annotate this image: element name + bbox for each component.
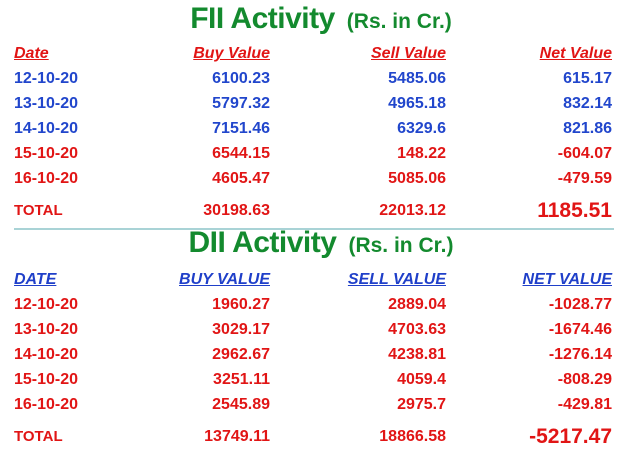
dii-header-sell: SELL VALUE bbox=[347, 271, 446, 288]
fii-row-net: 821.86 bbox=[563, 120, 612, 137]
dii-section-title: DII Activity (Rs. in Cr.) bbox=[0, 226, 642, 260]
dii-row-net: -1674.46 bbox=[548, 321, 612, 338]
fii-row-sell: 148.22 bbox=[397, 145, 446, 162]
fii-header-row: Date Buy Value Sell Value Net Value bbox=[0, 42, 642, 66]
dii-row-buy: 1960.27 bbox=[212, 296, 270, 313]
fii-row-date: 16-10-20 bbox=[14, 170, 79, 187]
fii-row-sell: 5085.06 bbox=[388, 170, 446, 187]
fii-total-net: 1185.51 bbox=[537, 199, 612, 222]
dii-row-net: -808.29 bbox=[557, 371, 612, 388]
fii-header-date: Date bbox=[14, 45, 49, 62]
fii-total-row: TOTAL 30198.63 22013.12 1185.51 bbox=[0, 196, 642, 226]
fii-row-sell: 5485.06 bbox=[388, 70, 446, 87]
fii-table-row: 16-10-20 4605.47 5085.06 -479.59 bbox=[0, 167, 642, 191]
dii-row-sell: 4238.81 bbox=[388, 346, 446, 363]
fii-row-net: -479.59 bbox=[557, 170, 612, 187]
dii-row-sell: 4703.63 bbox=[388, 321, 446, 338]
dii-table-row: 14-10-20 2962.67 4238.81 -1276.14 bbox=[0, 343, 642, 367]
fii-row-date: 12-10-20 bbox=[14, 70, 79, 87]
dii-table-row: 16-10-20 2545.89 2975.7 -429.81 bbox=[0, 393, 642, 417]
fii-header-sell: Sell Value bbox=[371, 45, 446, 62]
dii-row-date: 13-10-20 bbox=[14, 321, 79, 338]
dii-row-net: -1028.77 bbox=[548, 296, 612, 313]
fii-section-title: FII Activity (Rs. in Cr.) bbox=[0, 2, 642, 36]
dii-table-row: 13-10-20 3029.17 4703.63 -1674.46 bbox=[0, 318, 642, 342]
dii-row-buy: 2962.67 bbox=[212, 346, 270, 363]
fii-row-net: -604.07 bbox=[557, 145, 612, 162]
fii-table-row: 14-10-20 7151.46 6329.6 821.86 bbox=[0, 117, 642, 141]
fii-row-buy: 5797.32 bbox=[212, 95, 270, 112]
fii-row-buy: 7151.46 bbox=[212, 120, 270, 137]
fii-row-sell: 4965.18 bbox=[388, 95, 446, 112]
dii-total-row: TOTAL 13749.11 18866.58 -5217.47 bbox=[0, 422, 642, 452]
dii-total-sell: 18866.58 bbox=[379, 428, 446, 445]
fii-row-date: 13-10-20 bbox=[14, 95, 79, 112]
dii-header-date: DATE bbox=[14, 271, 57, 288]
dii-row-date: 15-10-20 bbox=[14, 371, 79, 388]
dii-row-buy: 2545.89 bbox=[212, 396, 270, 413]
dii-total-buy: 13749.11 bbox=[204, 428, 270, 445]
dii-header-buy: BUY VALUE bbox=[179, 271, 270, 288]
dii-row-buy: 3029.17 bbox=[212, 321, 270, 338]
fii-row-date: 15-10-20 bbox=[14, 145, 79, 162]
dii-row-buy: 3251.11 bbox=[213, 371, 270, 388]
dii-title: DII Activity bbox=[188, 226, 337, 259]
dii-row-sell: 2975.7 bbox=[397, 396, 446, 413]
dii-row-net: -1276.14 bbox=[548, 346, 612, 363]
fii-row-net: 615.17 bbox=[563, 70, 612, 87]
dii-row-sell: 2889.04 bbox=[388, 296, 446, 313]
fii-row-sell: 6329.6 bbox=[397, 120, 446, 137]
dii-total-net: -5217.47 bbox=[529, 425, 612, 448]
section-divider bbox=[14, 228, 614, 230]
fii-row-buy: 4605.47 bbox=[212, 170, 270, 187]
fii-row-net: 832.14 bbox=[563, 95, 612, 112]
fii-header-net: Net Value bbox=[539, 45, 612, 62]
fii-title: FII Activity bbox=[190, 2, 335, 35]
fii-table-row: 13-10-20 5797.32 4965.18 832.14 bbox=[0, 92, 642, 116]
dii-row-sell: 4059.4 bbox=[397, 371, 446, 388]
dii-table-row: 15-10-20 3251.11 4059.4 -808.29 bbox=[0, 368, 642, 392]
dii-header-row: DATE BUY VALUE SELL VALUE NET VALUE bbox=[0, 268, 642, 292]
dii-table-row: 12-10-20 1960.27 2889.04 -1028.77 bbox=[0, 293, 642, 317]
fii-total-label: TOTAL bbox=[14, 202, 63, 219]
fii-row-buy: 6100.23 bbox=[212, 70, 270, 87]
dii-row-date: 12-10-20 bbox=[14, 296, 79, 313]
dii-row-net: -429.81 bbox=[557, 396, 612, 413]
fii-row-date: 14-10-20 bbox=[14, 120, 79, 137]
dii-row-date: 14-10-20 bbox=[14, 346, 79, 363]
dii-total-label: TOTAL bbox=[14, 428, 63, 445]
fii-table-row: 12-10-20 6100.23 5485.06 615.17 bbox=[0, 67, 642, 91]
fii-header-buy: Buy Value bbox=[193, 45, 270, 62]
fii-unit: (Rs. in Cr.) bbox=[346, 10, 452, 33]
dii-row-date: 16-10-20 bbox=[14, 396, 79, 413]
fii-table-row: 15-10-20 6544.15 148.22 -604.07 bbox=[0, 142, 642, 166]
fii-row-buy: 6544.15 bbox=[212, 145, 270, 162]
dii-unit: (Rs. in Cr.) bbox=[348, 234, 454, 257]
dii-header-net: NET VALUE bbox=[522, 271, 612, 288]
fii-total-sell: 22013.12 bbox=[379, 202, 446, 219]
fii-total-buy: 30198.63 bbox=[203, 202, 270, 219]
